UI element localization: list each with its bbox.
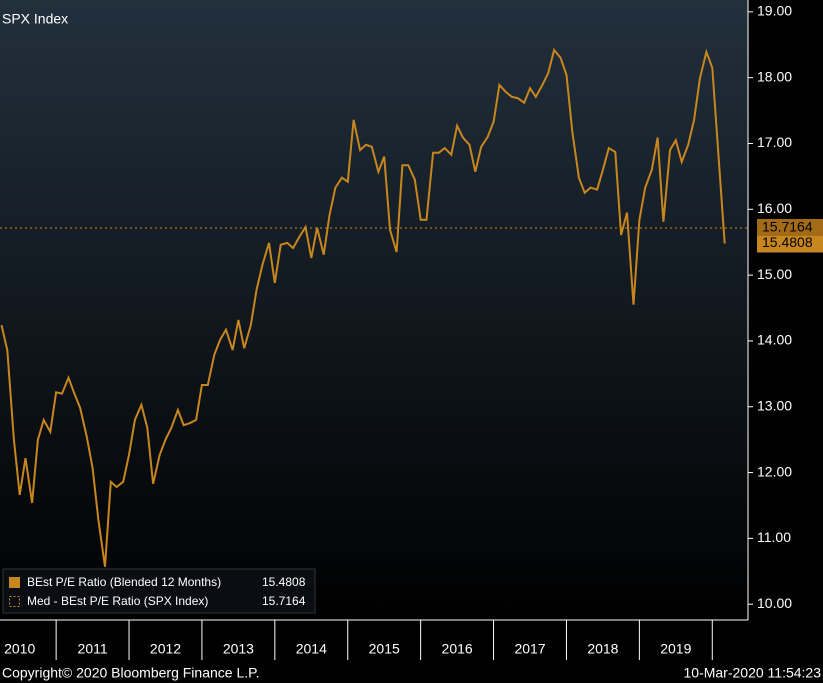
median-value-box [757,218,823,236]
legend-value: 15.4808 [262,575,306,589]
footer-right: 10-Mar-2020 11:54:23 [684,665,822,681]
y-tick-label: 15.00 [757,266,792,282]
x-tick-label: 2010 [4,641,35,657]
legend-label: BEst P/E Ratio (Blended 12 Months) [27,575,221,589]
x-tick-label: 2014 [296,641,327,657]
x-tick-label: 2013 [223,641,254,657]
line [0,47,726,567]
median-value-label: 15.7164 [762,219,813,235]
x-tick-label: 2018 [587,641,618,657]
x-tick-label: 2019 [660,641,691,657]
last-value-box [757,234,823,253]
y-tick-label: 16.00 [757,200,792,216]
last-value-label: 15.4808 [762,234,813,250]
legend-label: Med - BEst P/E Ratio (SPX Index) [27,594,208,608]
y-tick-label: 19.00 [757,3,792,19]
y-tick-label: 11.00 [757,529,791,545]
legend-value: 15.7164 [262,594,306,608]
x-tick-label: 2012 [150,641,181,657]
x-tick-label: 2016 [442,641,473,657]
y-tick-label: 10.00 [757,595,792,611]
footer-left: Copyright© 2020 Bloomberg Finance L.P. [2,665,260,681]
y-tick-label: 17.00 [757,134,792,150]
chart-title: SPX Index [2,11,68,27]
y-tick-label: 18.00 [757,68,792,84]
plot-area [0,0,748,620]
x-tick-label: 2017 [514,641,545,657]
y-tick-label: 12.00 [757,463,792,479]
y-tick-label: 14.00 [757,332,792,348]
legend [2,568,316,614]
y-tick-label: 13.00 [757,397,792,413]
x-tick-label: 2011 [78,641,108,657]
legend-swatch [9,596,20,607]
x-tick-label: 2015 [369,641,400,657]
legend-swatch [9,577,20,588]
